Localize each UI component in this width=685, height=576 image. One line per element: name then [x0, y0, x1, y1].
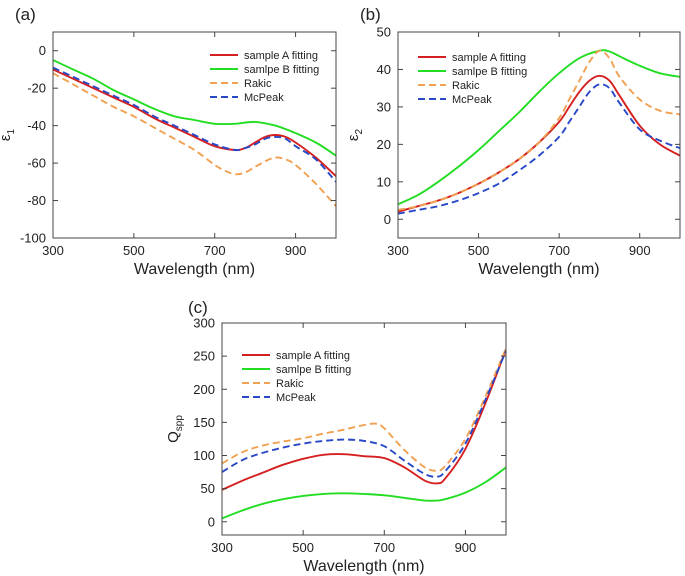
panel-b: (b) 300 500 700 900 0 10 20 30 40 50 Wavelength (nm… — [345, 5, 681, 278]
y-tick-label: -60 — [27, 156, 46, 171]
y-axis-label-subscript: 2 — [354, 128, 365, 134]
series-line-samlpe-b-fitting — [222, 466, 506, 520]
legend-label: McPeak — [452, 94, 492, 106]
legend-label: sample A fitting — [452, 52, 526, 64]
legend-label: samlpe B fitting — [244, 64, 319, 76]
x-axis-label: Wavelength (nm) — [303, 558, 424, 575]
y-tick-label: 10 — [377, 174, 391, 189]
series-line-samlpe-b-fitting — [398, 49, 680, 206]
y-tick-label: 150 — [193, 415, 215, 430]
series-line-rakic — [222, 347, 506, 472]
series-line-mcpeak — [222, 350, 506, 478]
x-tick-label: 500 — [292, 540, 314, 555]
panel-c: (c)300 500 700 900050100150200250300Wavelen… — [165, 298, 507, 575]
y-axis-label: ε1 — [0, 128, 17, 141]
series-line-samlpe-b-fitting — [53, 59, 336, 157]
panel-a: (a) 300 500 700 900 0 -20 -40 -60 -80 -100 Waveleng… — [0, 5, 337, 278]
y-tick-label: -40 — [27, 118, 46, 133]
series-line-sample-a-fitting — [222, 349, 506, 491]
x-tick-label: 900 — [629, 243, 651, 258]
legend-label: sample A fitting — [244, 50, 318, 62]
legend-label: samlpe B fitting — [276, 364, 351, 376]
legend-label: Rakic — [244, 78, 272, 90]
y-tick-label: 40 — [377, 62, 391, 77]
legend-label: Rakic — [452, 80, 480, 92]
y-tick-label: -20 — [27, 81, 46, 96]
y-tick-label: -80 — [27, 193, 46, 208]
x-tick-label: 500 — [468, 243, 490, 258]
x-axis-label: Wavelength (nm) — [478, 261, 599, 278]
x-tick-label: 900 — [285, 243, 307, 258]
panel-label: (b) — [360, 5, 381, 24]
y-tick-label: 0 — [384, 212, 391, 227]
series-line-rakic — [398, 49, 680, 211]
series-line-sample-a-fitting — [53, 68, 336, 177]
y-tick-label: 250 — [193, 349, 215, 364]
y-tick-label: 0 — [39, 43, 46, 58]
x-tick-label: 700 — [204, 243, 226, 258]
legend-label: Rakic — [276, 378, 304, 390]
legend-label: sample A fitting — [276, 350, 350, 362]
series-line-mcpeak — [53, 66, 336, 183]
y-axis-label: ε2 — [345, 128, 365, 141]
y-axis-label-subscript: spp — [174, 415, 185, 432]
panel-label: (c) — [188, 298, 208, 317]
y-tick-label: 20 — [377, 137, 391, 152]
series-line-mcpeak — [398, 83, 680, 215]
legend-label: McPeak — [244, 92, 284, 104]
x-tick-label: 300 — [387, 243, 409, 258]
y-axis-label: Qspp — [165, 415, 185, 443]
y-tick-label: 100 — [193, 448, 215, 463]
x-tick-label: 700 — [373, 540, 395, 555]
y-tick-label: 50 — [377, 25, 391, 40]
y-tick-label: 50 — [201, 481, 215, 496]
plot-frame — [397, 31, 681, 239]
x-tick-label: 300 — [42, 243, 64, 258]
plot-frame — [221, 322, 507, 536]
legend-label: McPeak — [276, 392, 316, 404]
plot-frame — [52, 31, 337, 239]
x-tick-label: 700 — [548, 243, 570, 258]
series-line-rakic — [53, 72, 336, 207]
legend-label: samlpe B fitting — [452, 66, 527, 78]
y-tick-label: 0 — [208, 514, 215, 529]
x-tick-label: 900 — [455, 540, 477, 555]
x-tick-label: 500 — [123, 243, 145, 258]
y-tick-label: 30 — [377, 99, 391, 114]
y-tick-label: 200 — [193, 382, 215, 397]
y-tick-label: -100 — [20, 231, 46, 246]
x-tick-label: 300 — [211, 540, 233, 555]
y-axis-label-subscript: 1 — [6, 128, 17, 134]
panel-label: (a) — [15, 5, 36, 24]
x-axis-label: Wavelength (nm) — [134, 261, 255, 278]
y-tick-label: 300 — [193, 316, 215, 331]
